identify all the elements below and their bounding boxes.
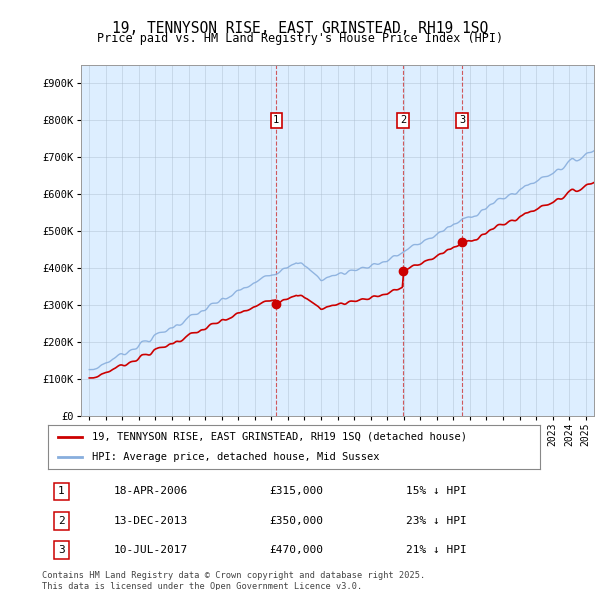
Text: 2: 2 [58, 516, 65, 526]
Text: 15% ↓ HPI: 15% ↓ HPI [406, 486, 467, 496]
Text: 13-DEC-2013: 13-DEC-2013 [113, 516, 188, 526]
Text: 3: 3 [58, 545, 65, 555]
Text: 19, TENNYSON RISE, EAST GRINSTEAD, RH19 1SQ: 19, TENNYSON RISE, EAST GRINSTEAD, RH19 … [112, 21, 488, 35]
Text: 21% ↓ HPI: 21% ↓ HPI [406, 545, 467, 555]
Text: 18-APR-2006: 18-APR-2006 [113, 486, 188, 496]
Text: 1: 1 [273, 115, 280, 125]
Text: 10-JUL-2017: 10-JUL-2017 [113, 545, 188, 555]
Text: 3: 3 [459, 115, 465, 125]
Text: 1: 1 [58, 486, 65, 496]
Text: 19, TENNYSON RISE, EAST GRINSTEAD, RH19 1SQ (detached house): 19, TENNYSON RISE, EAST GRINSTEAD, RH19 … [92, 432, 467, 442]
Text: HPI: Average price, detached house, Mid Sussex: HPI: Average price, detached house, Mid … [92, 452, 380, 461]
Text: £470,000: £470,000 [269, 545, 323, 555]
Text: 23% ↓ HPI: 23% ↓ HPI [406, 516, 467, 526]
Text: £350,000: £350,000 [269, 516, 323, 526]
Text: Price paid vs. HM Land Registry's House Price Index (HPI): Price paid vs. HM Land Registry's House … [97, 32, 503, 45]
Text: £315,000: £315,000 [269, 486, 323, 496]
Text: 2: 2 [400, 115, 406, 125]
Text: Contains HM Land Registry data © Crown copyright and database right 2025.
This d: Contains HM Land Registry data © Crown c… [42, 571, 425, 590]
